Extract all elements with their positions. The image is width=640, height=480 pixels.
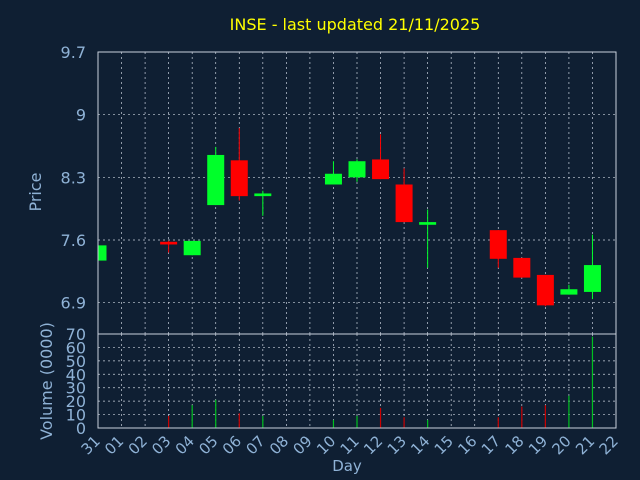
candle-body: [536, 274, 554, 306]
volume-bar: [544, 405, 546, 428]
x-tick-label: 12: [360, 432, 386, 458]
candle-body: [583, 265, 601, 292]
volume-bar: [191, 405, 193, 428]
volume-tick-label: 60: [66, 338, 86, 357]
x-tick-label: 22: [596, 432, 622, 458]
candle-body: [230, 160, 248, 197]
chart-title: INSE - last updated 21/11/2025: [230, 15, 481, 34]
x-tick-label: 11: [337, 432, 363, 458]
x-tick-label: 04: [172, 432, 198, 458]
volume-tick-label: 50: [66, 352, 86, 371]
x-tick-label: 02: [125, 432, 151, 458]
volume-bar: [497, 417, 499, 428]
volume-bar: [215, 399, 217, 428]
x-tick-label: 18: [501, 432, 527, 458]
price-tick-label: 9: [76, 106, 86, 125]
volume-bar: [238, 413, 240, 428]
volume-bar: [262, 415, 264, 428]
candle-body: [348, 161, 366, 178]
price-axis-label: Price: [26, 172, 45, 211]
volume-bar: [568, 395, 570, 428]
x-axis-label: Day: [332, 457, 362, 475]
price-tick-label: 6.9: [61, 294, 86, 313]
volume-bar: [427, 419, 429, 428]
volume-tick-label: 10: [66, 406, 86, 425]
x-tick-label: 13: [384, 432, 410, 458]
x-tick-label: 20: [549, 432, 575, 458]
x-tick-label: 17: [478, 432, 504, 458]
x-tick-labels: 3101020304050607080910111213141516171819…: [78, 432, 622, 458]
x-tick-label: 09: [290, 432, 316, 458]
x-tick-label: 14: [407, 432, 433, 458]
volume-bar: [168, 415, 170, 428]
x-tick-label: 06: [219, 432, 245, 458]
candle-body: [419, 222, 437, 225]
candle-body: [395, 184, 413, 223]
volume-tick-label: 70: [66, 325, 86, 344]
volume-tick-label: 0: [76, 419, 86, 438]
candle-body: [98, 245, 107, 261]
volume-bars: [168, 336, 594, 428]
x-tick-label: 05: [195, 432, 221, 458]
volume-tick-label: 40: [66, 365, 86, 384]
x-tick-label: 16: [454, 432, 480, 458]
candle-body: [560, 289, 578, 295]
volume-bar: [403, 417, 405, 428]
volume-panel-frame: [97, 333, 617, 429]
x-tick-label: 03: [148, 432, 174, 458]
volume-bar: [591, 336, 594, 428]
volume-tick-label: 30: [66, 379, 86, 398]
candle-body: [183, 240, 201, 256]
volume-axis-label: Volume (0000): [37, 322, 56, 440]
volume-bar: [521, 406, 523, 428]
x-tick-label: 01: [101, 432, 127, 458]
candle-body: [489, 230, 507, 259]
volume-bar: [356, 415, 358, 428]
x-tick-label: 07: [242, 432, 268, 458]
x-tick-label: 15: [431, 432, 457, 458]
x-tick-label: 21: [572, 432, 598, 458]
candle-body: [513, 257, 531, 278]
x-tick-label: 19: [525, 432, 551, 458]
candle-body: [372, 159, 390, 180]
volume-tick-label: 20: [66, 392, 86, 411]
price-tick-label: 8.3: [61, 168, 86, 187]
volume-bar: [332, 419, 335, 428]
x-tick-label: 08: [266, 432, 292, 458]
candle-body: [254, 193, 272, 197]
candle-body: [324, 173, 342, 185]
price-tick-label: 7.6: [61, 231, 86, 250]
volume-grid: [98, 334, 616, 428]
candle-body: [207, 154, 225, 206]
x-tick-label: 10: [313, 432, 339, 458]
candle-body: [160, 241, 178, 245]
price-tick-label: 9.7: [61, 43, 86, 62]
volume-bar: [379, 407, 382, 428]
price-y-tick-labels: 9.7 9 8.3 7.6 6.9: [61, 43, 86, 313]
candlesticks: [97, 128, 601, 307]
